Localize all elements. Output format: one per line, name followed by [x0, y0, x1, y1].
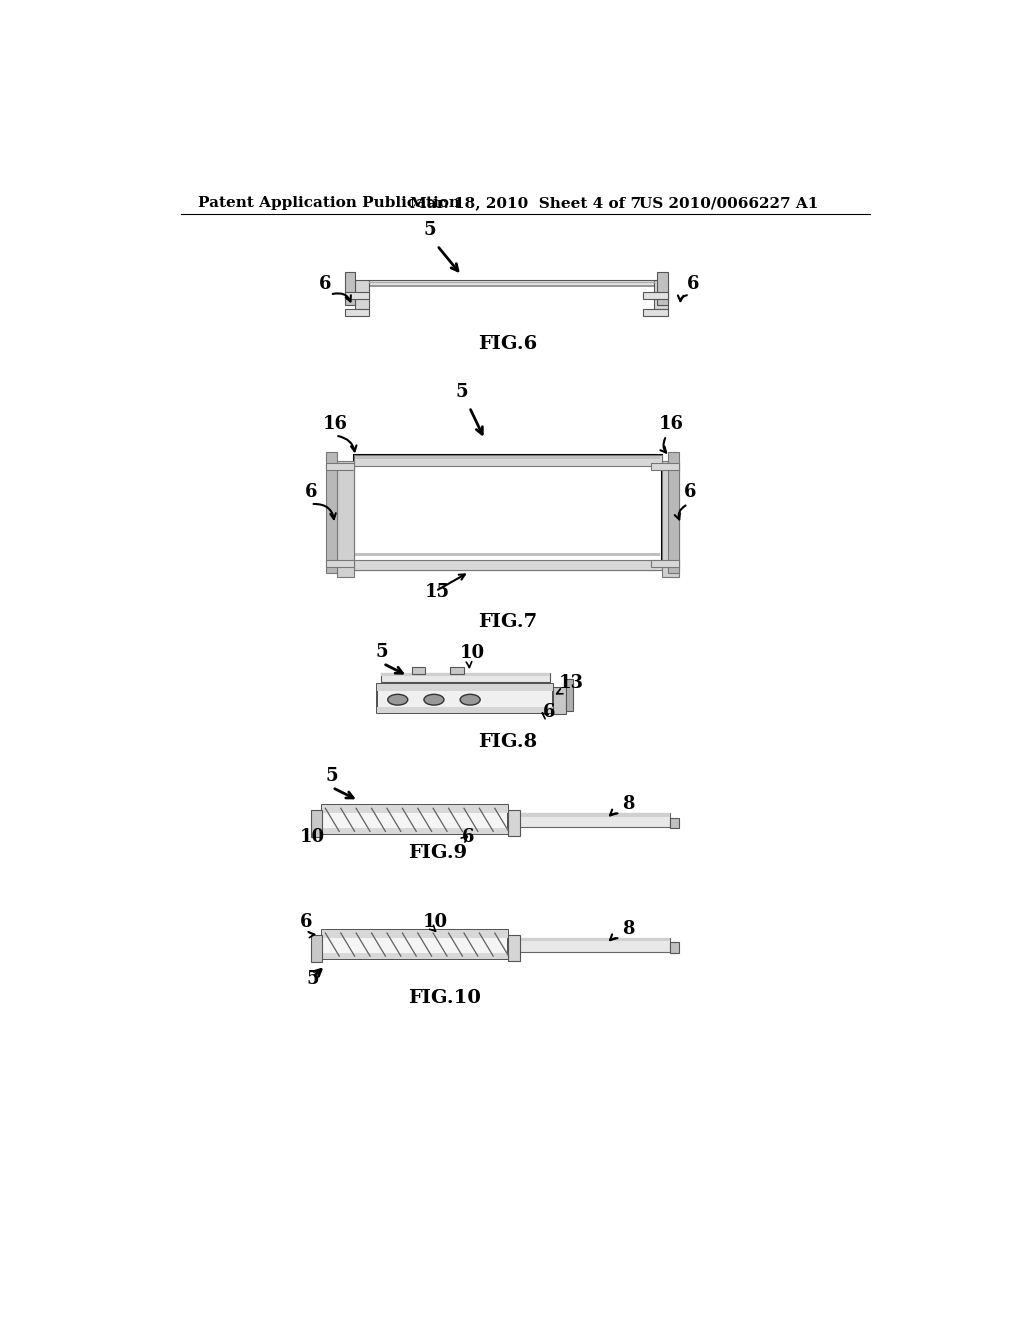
Bar [354, 455, 662, 466]
Text: 6: 6 [319, 276, 332, 293]
Text: 5: 5 [423, 222, 435, 239]
Bar [322, 929, 508, 937]
Text: FIG.8: FIG.8 [478, 734, 538, 751]
Text: 5: 5 [456, 383, 468, 401]
Bar [322, 953, 508, 960]
Text: 6: 6 [300, 913, 312, 931]
Ellipse shape [424, 694, 444, 705]
Bar [322, 929, 508, 960]
Text: 10: 10 [300, 828, 325, 846]
Text: 6: 6 [304, 483, 317, 502]
Text: 16: 16 [323, 416, 348, 433]
Bar [381, 673, 550, 676]
Bar [668, 451, 679, 573]
Text: 6: 6 [544, 704, 556, 722]
Bar [451, 667, 464, 675]
Text: 8: 8 [622, 920, 634, 937]
Text: FIG.10: FIG.10 [408, 989, 480, 1007]
Bar [508, 813, 670, 826]
Text: 6: 6 [683, 483, 696, 502]
Bar [662, 461, 679, 577]
Text: Patent Application Publication: Patent Application Publication [198, 197, 460, 210]
Bar [651, 560, 679, 568]
Bar [508, 935, 520, 961]
Bar [508, 937, 670, 952]
Bar [322, 829, 508, 834]
Bar [345, 309, 370, 317]
Bar [643, 293, 668, 300]
Bar [377, 706, 553, 713]
Text: 6: 6 [686, 276, 699, 293]
Bar [508, 813, 670, 817]
Bar [381, 673, 550, 682]
Bar [651, 462, 679, 470]
Text: 8: 8 [622, 795, 634, 813]
Bar [345, 272, 355, 305]
Bar [354, 455, 662, 570]
Bar [354, 560, 662, 570]
Bar [355, 553, 660, 557]
Bar [654, 280, 668, 310]
Text: 6: 6 [462, 828, 474, 846]
Bar [643, 309, 668, 317]
Bar [377, 684, 553, 713]
Bar [370, 285, 654, 286]
Text: FIG.9: FIG.9 [408, 843, 467, 862]
Bar [322, 805, 508, 813]
Bar [670, 942, 679, 953]
Text: Mar. 18, 2010  Sheet 4 of 7: Mar. 18, 2010 Sheet 4 of 7 [410, 197, 641, 210]
Text: 5: 5 [306, 970, 318, 987]
Text: 5: 5 [326, 767, 338, 784]
Text: 10: 10 [460, 644, 485, 663]
Bar [670, 817, 679, 829]
Ellipse shape [460, 694, 480, 705]
Bar [355, 280, 370, 310]
Text: 15: 15 [425, 583, 450, 602]
Ellipse shape [388, 694, 408, 705]
Text: FIG.6: FIG.6 [478, 335, 538, 354]
Bar [657, 272, 668, 305]
Bar [326, 462, 354, 470]
Bar [310, 810, 322, 837]
Text: 16: 16 [658, 416, 684, 433]
Bar [355, 455, 660, 459]
Text: 5: 5 [376, 643, 388, 660]
Bar [310, 935, 322, 961]
Bar [412, 667, 425, 675]
Text: 10: 10 [423, 913, 449, 931]
Bar [508, 810, 520, 836]
Text: US 2010/0066227 A1: US 2010/0066227 A1 [639, 197, 818, 210]
Text: 13: 13 [559, 675, 584, 692]
Bar [337, 461, 354, 577]
Bar [326, 451, 337, 573]
Bar [370, 280, 654, 285]
Text: FIG.7: FIG.7 [478, 612, 538, 631]
Bar [326, 560, 354, 568]
Bar [553, 686, 566, 714]
Bar [508, 937, 670, 941]
Bar [566, 678, 572, 711]
Bar [322, 805, 508, 834]
Bar [322, 805, 508, 834]
Bar [377, 684, 553, 692]
Bar [345, 293, 370, 300]
